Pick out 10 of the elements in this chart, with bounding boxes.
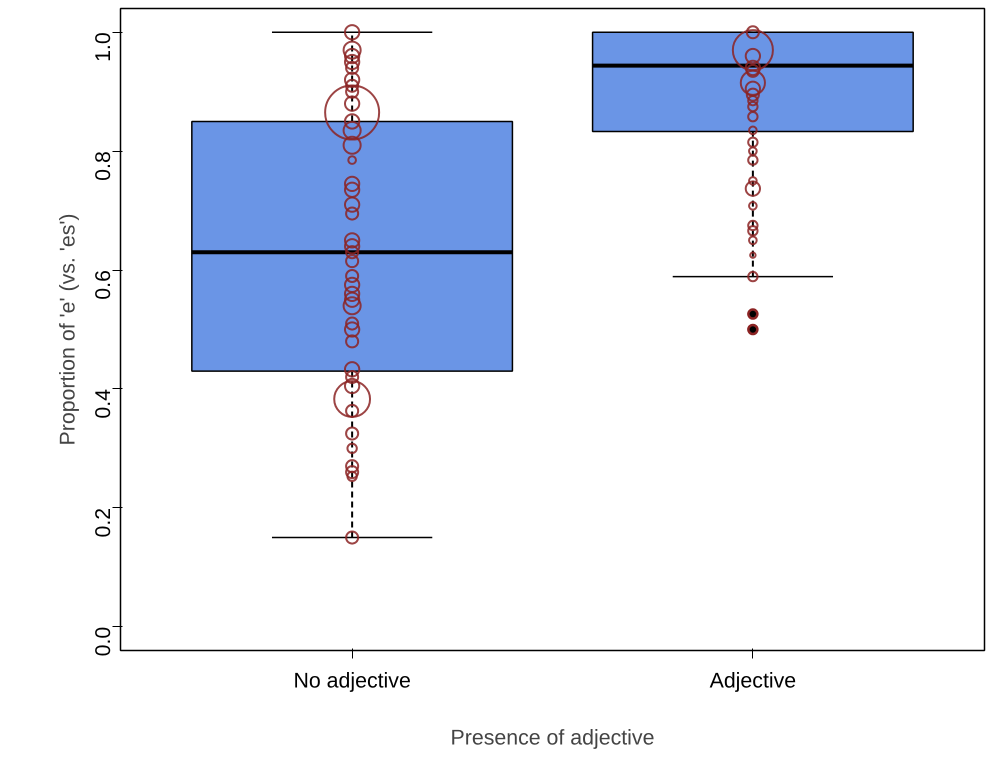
- y-tick-label: 0.8: [91, 151, 115, 181]
- y-tick-label: 0.4: [91, 388, 115, 419]
- x-axis-title: Presence of adjective: [450, 726, 654, 750]
- x-tick-label: Adjective: [710, 668, 796, 692]
- y-tick-label: 0.2: [91, 508, 115, 538]
- y-tick-label: 0.6: [91, 270, 115, 300]
- y-tick-label: 0.0: [91, 626, 115, 656]
- x-tick-label: No adjective: [293, 668, 411, 692]
- y-tick-label: 1.0: [91, 32, 115, 62]
- y-axis-title: Proportion of 'e' (vs. 'es'): [56, 213, 80, 446]
